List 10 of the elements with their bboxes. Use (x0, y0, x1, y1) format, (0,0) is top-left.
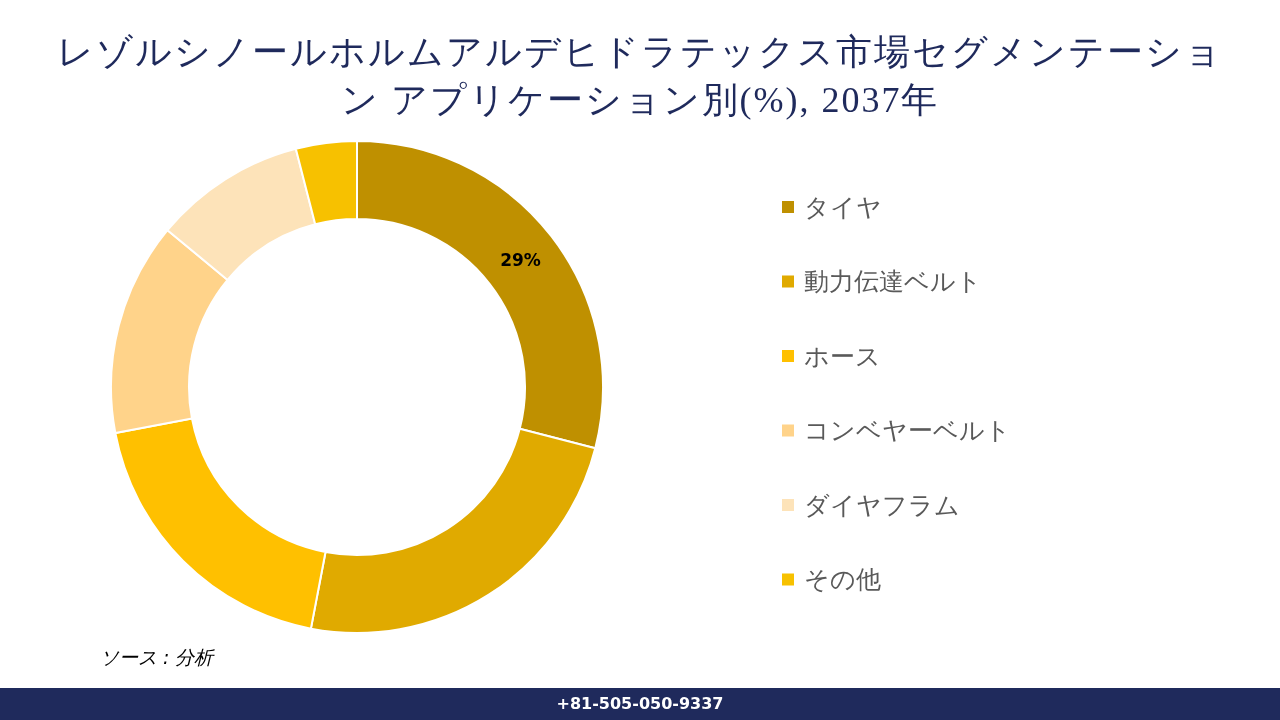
data-label: 29% (500, 250, 541, 271)
legend-label: コンベヤーベルト (804, 416, 1011, 445)
legend-label: その他 (804, 565, 881, 594)
text: ソース : 分析 (100, 645, 214, 670)
text: +81-505-050-9337 (0, 688, 1280, 720)
legend-label: ダイヤフラム (804, 490, 960, 520)
legend-label: ホース (804, 341, 881, 371)
legend-label: 動力伝達ベルト (804, 267, 982, 296)
legend-label: タイヤ (804, 192, 882, 222)
chart-title: レゾルシノールホルムアルデヒドラテックス市場セグメンテーション アプリケーション別(%), 2037年 (56, 31, 1224, 122)
